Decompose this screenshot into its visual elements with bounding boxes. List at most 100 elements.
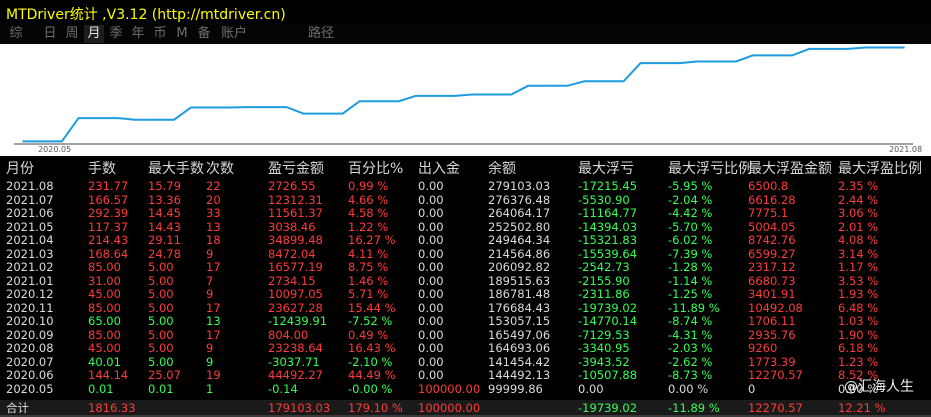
table-cell: 15.79 xyxy=(148,179,181,193)
tab-zong[interactable]: 综 xyxy=(9,26,23,41)
table-cell: -7.39 % xyxy=(668,246,713,261)
column-header[interactable]: 最大浮亏 xyxy=(578,161,634,177)
table-cell: 2020.12 xyxy=(6,287,54,301)
table-cell: 141454.42 xyxy=(488,354,551,369)
column-header[interactable]: 次数 xyxy=(206,161,234,177)
table-cell: 0.01 xyxy=(88,381,114,396)
table-cell: 45.00 xyxy=(88,341,121,355)
table-cell: 13.36 xyxy=(148,192,181,207)
table-cell: 2935.76 xyxy=(748,327,796,342)
table-cell: 2020.05 xyxy=(6,381,54,396)
table-cell: 85.00 xyxy=(88,260,121,274)
tab-nian[interactable]: 年 xyxy=(131,26,145,41)
column-header[interactable]: 最大浮亏比例 xyxy=(668,161,752,177)
table-cell: 3038.46 xyxy=(268,219,316,234)
table-cell: 20 xyxy=(206,192,221,207)
table-cell: 144.14 xyxy=(88,368,129,382)
tab-lujing[interactable]: 路径 xyxy=(307,26,334,41)
table-cell: 0.00 xyxy=(578,381,604,396)
table-cell: 6599.27 xyxy=(748,246,796,261)
table-cell: -2.03 % xyxy=(668,341,713,355)
total-cell: 12.21 % xyxy=(838,401,886,415)
table-cell: -1.14 % xyxy=(668,273,713,288)
table-cell: -2542.73 xyxy=(578,260,630,274)
table-cell: 34899.48 xyxy=(268,233,323,247)
tab-bi[interactable]: 币 xyxy=(153,26,167,41)
monthly-stats-table: 月份 手数 最大手数 次数 盈亏金额 百分比% 出入金 余额 最大浮亏 最大浮亏比例 最大浮盈金额最… xyxy=(0,156,931,417)
table-cell: 186781.48 xyxy=(488,287,551,301)
table-cell: 5.00 xyxy=(148,341,174,355)
table-cell: 0.00 % xyxy=(838,381,879,396)
table-cell: 5004.05 xyxy=(748,219,796,234)
table-cell: 2.44 % xyxy=(838,192,879,207)
table-cell: 3.06 % xyxy=(838,206,879,220)
table-cell: 6616.28 xyxy=(748,192,796,207)
table-cell: 0.00 xyxy=(418,287,444,301)
table-cell: 168.64 xyxy=(88,246,129,261)
table-cell: 189515.63 xyxy=(488,273,551,288)
table-cell: 166.57 xyxy=(88,192,129,207)
table-cell: 5.00 xyxy=(148,314,174,328)
table-cell: 1.93 % xyxy=(838,287,879,301)
column-header[interactable]: 余额 xyxy=(488,161,516,177)
table-cell: -19739.02 xyxy=(578,300,638,315)
column-header[interactable]: 最大浮盈比例 xyxy=(838,161,922,177)
table-cell: 2021.08 xyxy=(6,179,54,193)
column-header[interactable]: 手数 xyxy=(88,161,116,177)
tab-yue[interactable]: 月 xyxy=(84,25,104,43)
total-cell: 合计 xyxy=(6,401,29,415)
tab-zhanghu[interactable]: 账户 xyxy=(220,26,247,41)
tab-ri[interactable]: 日 xyxy=(43,26,57,41)
table-cell: -2.10 % xyxy=(348,354,393,369)
table-cell: 22 xyxy=(206,179,221,193)
table-cell: 1.17 % xyxy=(838,260,879,274)
tab-zhou[interactable]: 周 xyxy=(65,26,79,41)
tab-m[interactable]: M xyxy=(176,26,188,41)
table-cell: 16.43 % xyxy=(348,341,396,355)
table-cell: 153057.15 xyxy=(488,314,551,328)
column-header[interactable]: 出入金 xyxy=(418,161,460,177)
column-header[interactable]: 百分比% xyxy=(348,161,404,177)
horizontal-scrollbar[interactable] xyxy=(0,415,931,417)
column-header[interactable]: 盈亏金额 xyxy=(268,161,324,177)
table-cell: 12270.57 xyxy=(748,368,803,382)
table-cell: 23238.64 xyxy=(268,341,323,355)
column-header[interactable]: 最大浮盈金额 xyxy=(748,161,832,177)
table-cell: -11164.77 xyxy=(578,206,638,220)
table-cell: 18 xyxy=(206,233,221,247)
total-cell: 179.10 % xyxy=(348,401,403,415)
table-cell: 33 xyxy=(206,206,221,220)
table-cell: -3340.95 xyxy=(578,341,630,355)
total-cell: 1816.33 xyxy=(88,401,136,415)
column-header[interactable]: 最大手数 xyxy=(148,161,204,177)
table-cell: 5.00 xyxy=(148,300,174,315)
table-cell: -5.70 % xyxy=(668,219,713,234)
table-cell: 5.00 xyxy=(148,287,174,301)
table-cell: 1.22 % xyxy=(348,219,389,234)
table-cell: 0.00 xyxy=(418,273,444,288)
tab-bei[interactable]: 备 xyxy=(197,26,211,41)
table-cell: 804.00 xyxy=(268,327,309,342)
table-cell: 2021.06 xyxy=(6,206,54,220)
table-cell: 0.00 xyxy=(418,354,444,369)
table-cell: 1 xyxy=(206,381,214,396)
table-cell: 0 xyxy=(748,381,756,396)
table-cell: 6680.73 xyxy=(748,273,796,288)
table-cell: 2021.02 xyxy=(6,260,54,274)
table-cell: 8742.76 xyxy=(748,233,796,247)
table-cell: 1.03 % xyxy=(838,314,879,328)
tab-ji[interactable]: 季 xyxy=(109,26,123,41)
column-header[interactable]: 月份 xyxy=(6,161,34,177)
table-cell: 2020.09 xyxy=(6,327,54,342)
watermark-text: @汇海人生 xyxy=(844,379,914,395)
table-cell: 7 xyxy=(206,273,214,288)
table-cell: -8.74 % xyxy=(668,314,713,328)
table-cell: 9 xyxy=(206,287,214,301)
table-cell: 17 xyxy=(206,300,221,315)
table-cell: 3.14 % xyxy=(838,246,879,261)
table-cell: -4.31 % xyxy=(668,327,713,342)
table-cell: 176684.43 xyxy=(488,300,551,315)
table-cell: 8472.04 xyxy=(268,246,316,261)
table-cell: 12312.31 xyxy=(268,192,323,207)
table-cell: 16.27 % xyxy=(348,233,396,247)
